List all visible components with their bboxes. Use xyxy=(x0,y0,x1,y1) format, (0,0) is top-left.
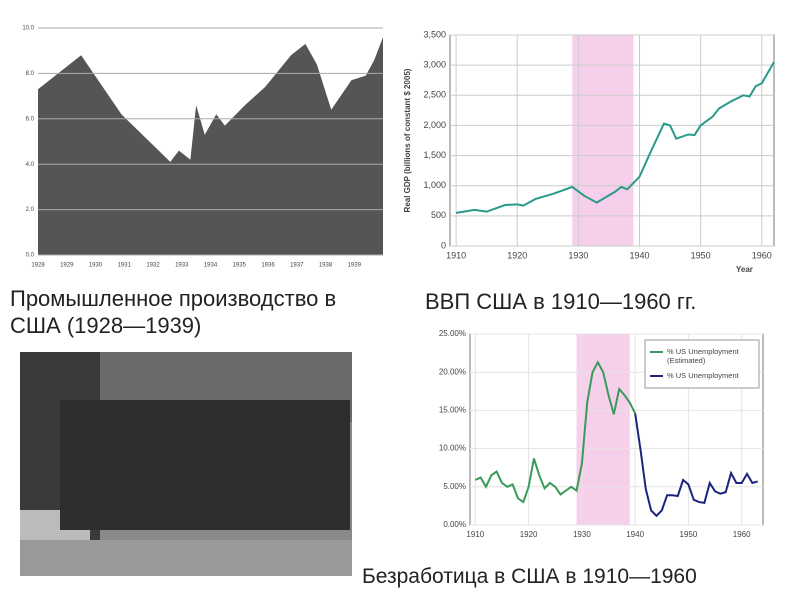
x-tick-label: 1935 xyxy=(233,263,247,269)
x-tick-label: 1920 xyxy=(507,250,527,260)
photo xyxy=(20,352,352,576)
x-tick-label: 1940 xyxy=(626,530,644,539)
x-tick-label: 1960 xyxy=(733,530,751,539)
y-tick-label: 5.00% xyxy=(443,482,466,491)
y-tick-label: 3,000 xyxy=(423,60,446,70)
legend-text: % US Unemployment xyxy=(667,347,740,356)
legend-label: % US Unemployment (Estimated) xyxy=(667,347,740,365)
legend xyxy=(644,339,760,389)
x-tick-label: 1950 xyxy=(691,250,711,260)
x-tick-label: 1938 xyxy=(319,263,333,269)
caption: ВВП США в 1910—1960 гг. xyxy=(425,289,697,314)
caption: Безработица в США в 1910—1960 xyxy=(362,565,697,588)
line xyxy=(474,360,637,504)
x-tick-label: 1937 xyxy=(290,263,304,269)
y-tick-label: 4.0 xyxy=(26,162,35,168)
x-tick-label: 1931 xyxy=(118,263,132,269)
y-tick-label: 0 xyxy=(441,240,446,250)
x-tick-label: 1910 xyxy=(466,530,484,539)
y-tick-label: 500 xyxy=(431,210,446,220)
x-tick-label: 1910 xyxy=(446,250,466,260)
y-tick-label: 6.0 xyxy=(26,116,35,122)
area xyxy=(38,37,383,255)
x-tick-label: 1960 xyxy=(752,250,772,260)
x-axis-label: Year xyxy=(736,265,753,274)
y-tick-label: 20.00% xyxy=(439,367,466,376)
legend-text: (Estimated) xyxy=(667,356,706,365)
x-tick-label: 1936 xyxy=(261,263,275,269)
y-tick-label: 0.0 xyxy=(26,253,35,259)
y-tick-label: 10.0 xyxy=(22,26,34,32)
y-tick-label: 2,000 xyxy=(423,120,446,130)
y-tick-label: 3,500 xyxy=(423,29,446,39)
legend-label: % US Unemployment xyxy=(667,371,740,380)
x-tick-label: 1929 xyxy=(60,263,74,269)
y-tick-label: 1,000 xyxy=(423,180,446,190)
y-tick-label: 15.00% xyxy=(439,406,466,415)
caption: Промышленное производство в США (1928—19… xyxy=(10,286,337,338)
line xyxy=(455,61,775,214)
x-tick-label: 1933 xyxy=(175,263,189,269)
x-tick-label: 1950 xyxy=(680,530,698,539)
x-tick-label: 1930 xyxy=(568,250,588,260)
x-tick-label: 1932 xyxy=(146,263,160,269)
y-axis-label: Real GDP (billions of constant $ 2005) xyxy=(403,68,412,212)
y-tick-label: 0.00% xyxy=(443,520,466,529)
y-tick-label: 1,500 xyxy=(423,150,446,160)
y-tick-label: 8.0 xyxy=(26,71,35,77)
x-tick-label: 1920 xyxy=(520,530,538,539)
x-tick-label: 1940 xyxy=(629,250,649,260)
highlight xyxy=(572,35,634,246)
x-tick-label: 1934 xyxy=(204,263,218,269)
y-tick-label: 25.00% xyxy=(439,329,466,338)
y-tick-label: 2,500 xyxy=(423,90,446,100)
x-tick-label: 1930 xyxy=(89,263,103,269)
y-tick-label: 10.00% xyxy=(439,444,466,453)
line xyxy=(634,413,758,518)
x-tick-label: 1928 xyxy=(31,263,45,269)
y-tick-label: 2.0 xyxy=(26,207,35,213)
x-tick-label: 1939 xyxy=(348,263,362,269)
x-tick-label: 1930 xyxy=(573,530,591,539)
